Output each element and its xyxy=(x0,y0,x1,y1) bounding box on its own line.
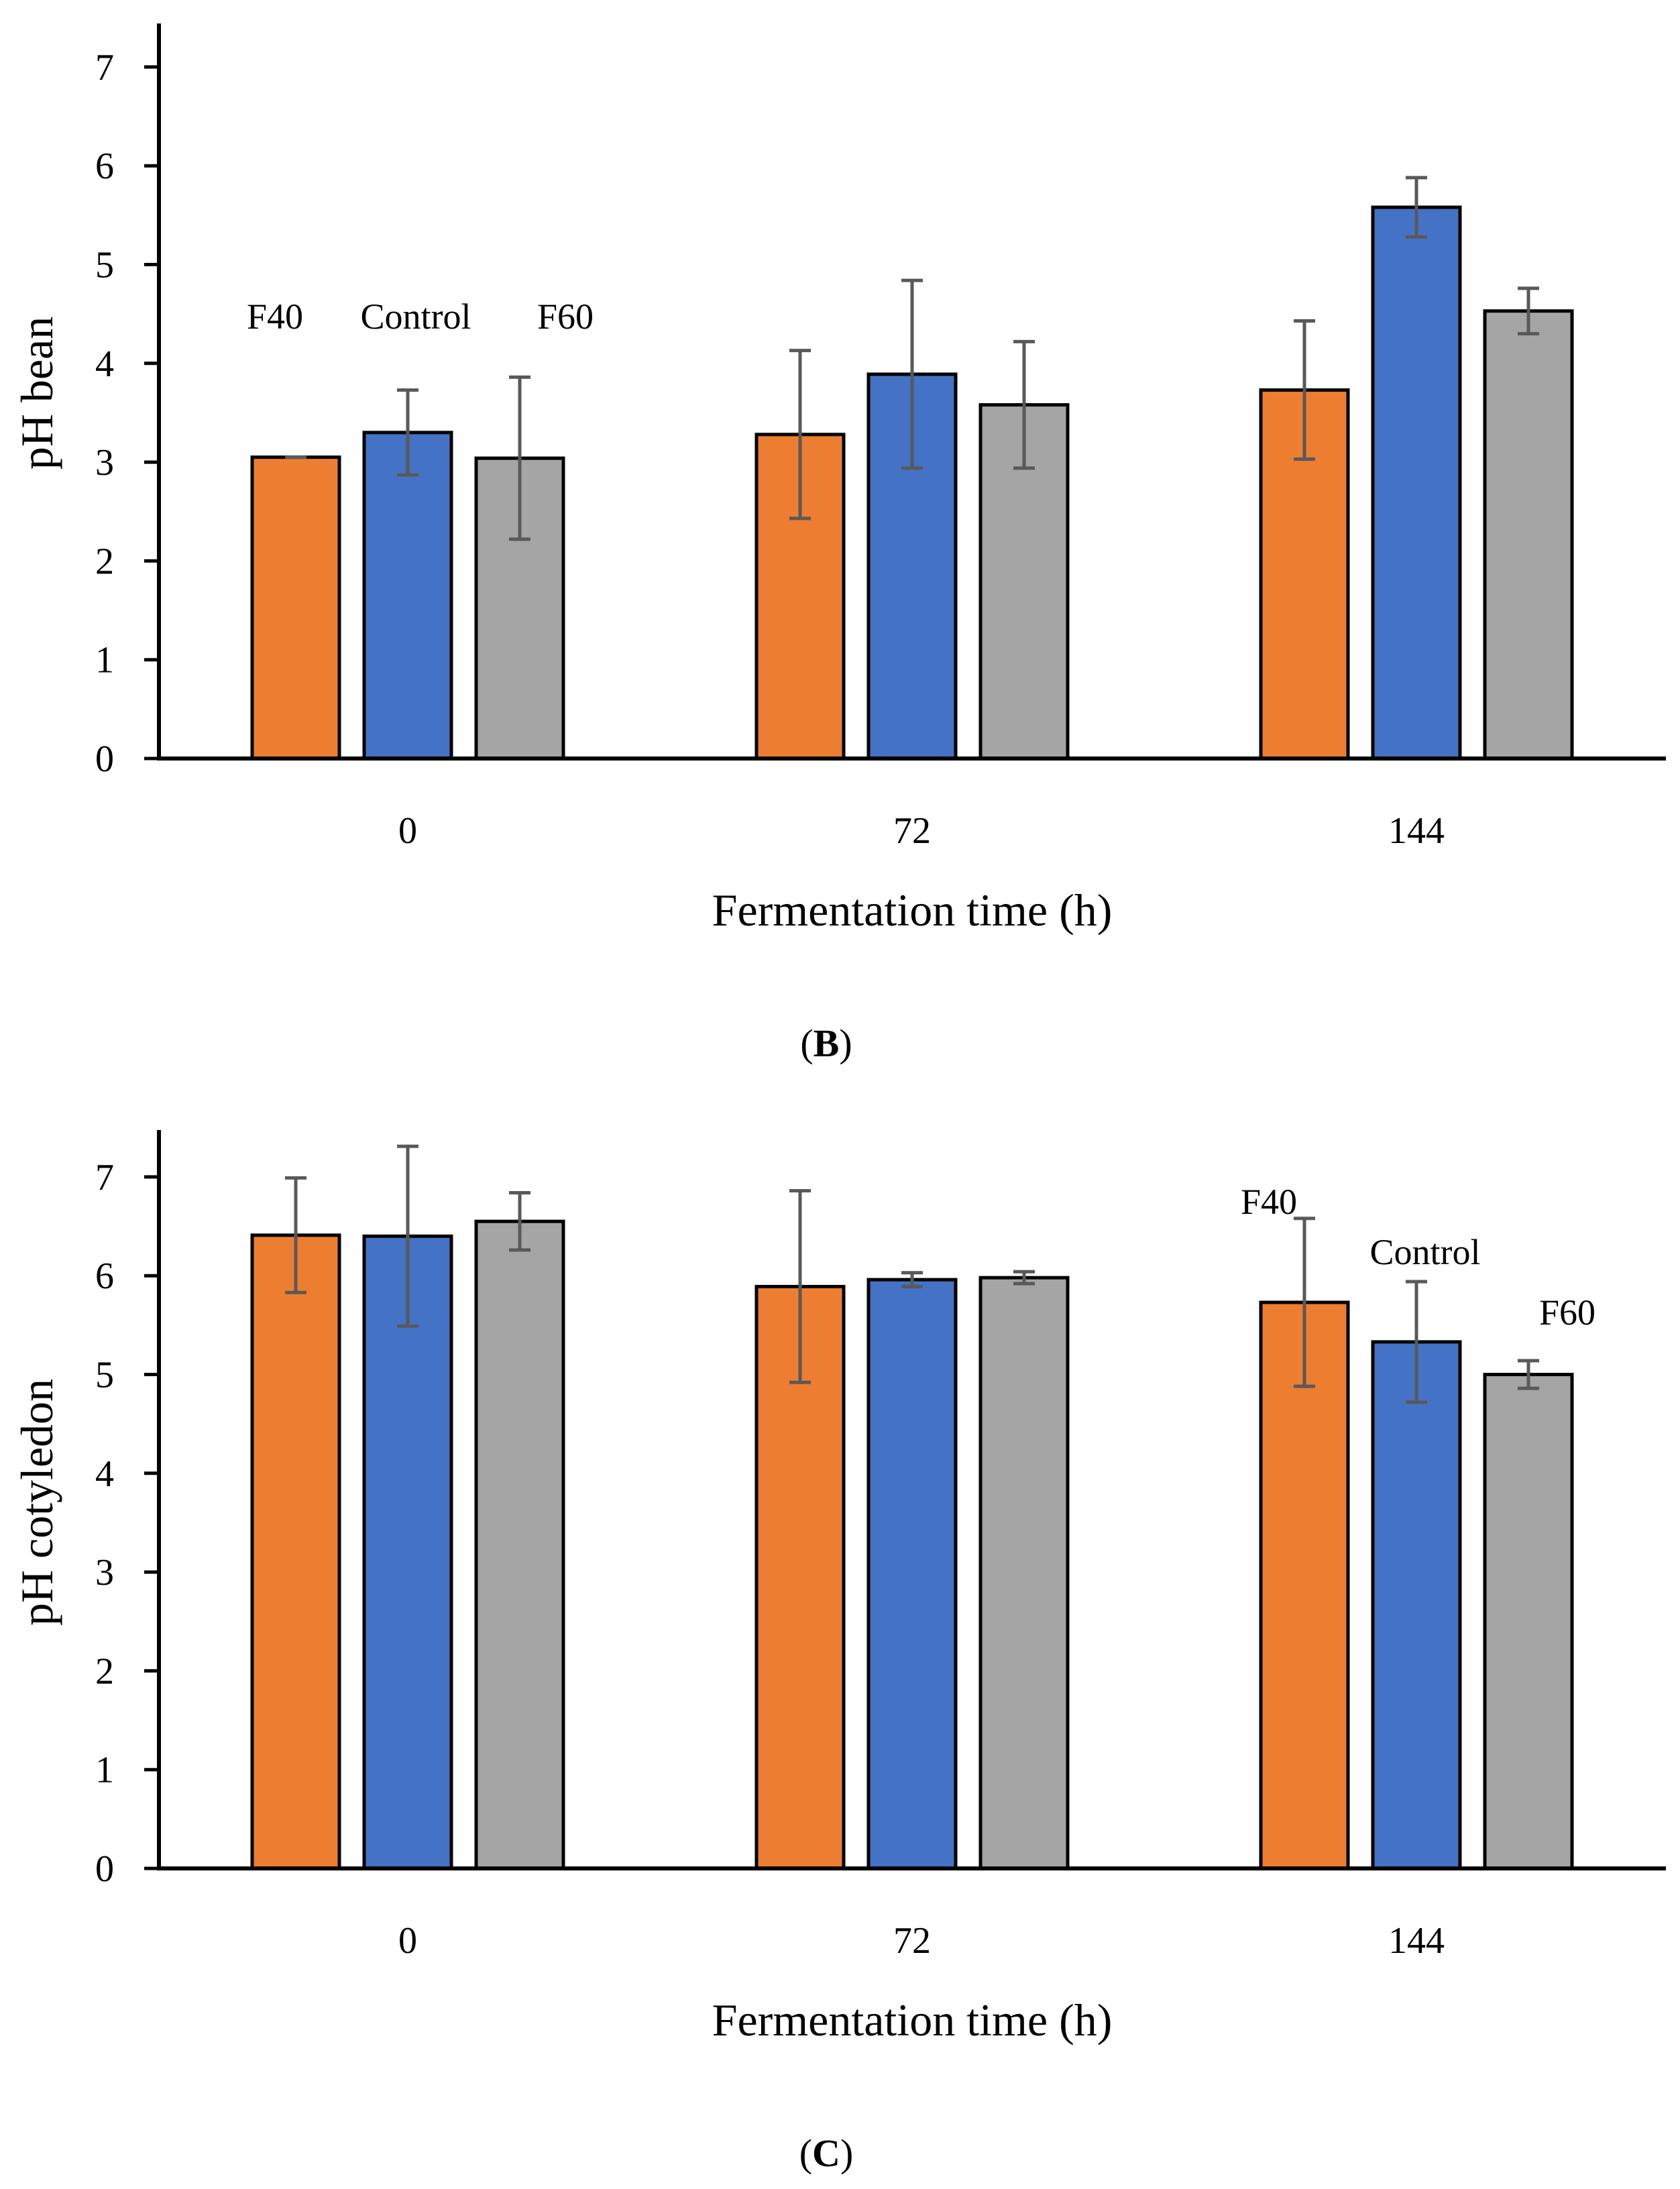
y-tick-label-c: 5 xyxy=(95,1355,114,1396)
y-tick-label-c: 7 xyxy=(95,1157,114,1198)
bar-f60-144h-b xyxy=(1483,309,1574,761)
bar-f40-144h-c xyxy=(1259,1300,1350,1870)
panel-letter-c: C xyxy=(812,2131,840,2175)
x-category-label-b: 72 xyxy=(893,810,931,852)
y-tick-label-b: 3 xyxy=(95,442,114,484)
bar-f40-0h-b xyxy=(250,455,341,761)
y-ticks-c: 0 1 2 3 4 5 6 7 xyxy=(95,1157,159,1890)
y-tick-label-b: 4 xyxy=(95,343,114,385)
x-category-label-b: 144 xyxy=(1388,810,1445,852)
x-axis-title-b: Fermentation time (h) xyxy=(712,885,1113,936)
x-category-label-b: 0 xyxy=(398,810,417,852)
bar-f40-0h-c xyxy=(250,1233,341,1870)
chart-panel-c: pH cotyledon 0 1 2 3 4 5 6 7 0 72 144 Fermentatio… xyxy=(11,1130,1666,2175)
panel-label-b: (B) xyxy=(800,1021,852,1065)
category-labels-b: 0 72 144 xyxy=(398,810,1445,852)
bar-f60-72h-c xyxy=(978,1276,1070,1870)
bars-c xyxy=(250,1219,1574,1870)
error-bar-f40-0h-c xyxy=(285,1176,306,1294)
error-bar-f60-0h-b xyxy=(509,375,530,541)
y-axis-title-b: pH bean xyxy=(11,317,62,469)
error-bars-c xyxy=(285,1144,1539,1404)
x-category-label-c: 0 xyxy=(398,1920,417,1962)
error-bar-f60-72h-c xyxy=(1013,1270,1035,1286)
error-bar-control-72h-c xyxy=(901,1271,923,1288)
error-bar-f40-72h-c xyxy=(789,1189,811,1384)
error-bar-f60-144h-c xyxy=(1518,1359,1539,1390)
y-ticks-b: 0 1 2 3 4 5 6 7 xyxy=(95,47,159,780)
error-bar-f60-72h-b xyxy=(1013,339,1035,470)
y-tick-label-c: 3 xyxy=(95,1552,114,1593)
bar-control-0h-c xyxy=(362,1234,453,1870)
y-tick-label-b: 0 xyxy=(95,738,114,780)
y-tick-label-b: 6 xyxy=(95,146,114,187)
bar-control-144h-b xyxy=(1371,205,1462,761)
y-tick-label-c: 0 xyxy=(95,1848,114,1890)
category-labels-c: 0 72 144 xyxy=(398,1920,1445,1962)
y-tick-label-c: 1 xyxy=(95,1750,114,1791)
bar-control-0h-b xyxy=(362,431,453,761)
bars-b xyxy=(250,205,1574,761)
y-tick-label-c: 4 xyxy=(95,1453,114,1495)
y-tick-label-b: 2 xyxy=(95,541,114,582)
error-bar-control-144h-b xyxy=(1406,176,1427,239)
annotation-f60-c: F60 xyxy=(1539,1292,1595,1333)
error-bar-f60-0h-c xyxy=(509,1190,530,1252)
bar-f60-0h-c xyxy=(474,1219,565,1870)
chart-panel-b: pH bean 0 1 2 3 4 5 6 7 0 72 144 Fermentation tim… xyxy=(11,23,1666,1065)
error-bar-control-144h-c xyxy=(1406,1280,1427,1404)
error-bar-control-0h-b xyxy=(397,388,418,477)
error-bar-f40-72h-b xyxy=(789,349,811,520)
annotation-f40-c: F40 xyxy=(1241,1182,1297,1222)
annotation-f60-b: F60 xyxy=(537,296,594,337)
y-tick-label-b: 5 xyxy=(95,245,114,286)
annotation-control-c: Control xyxy=(1369,1232,1480,1272)
error-bars-b xyxy=(285,176,1539,541)
annotation-control-b: Control xyxy=(360,296,471,337)
error-bar-control-72h-b xyxy=(901,278,923,470)
y-tick-label-b: 1 xyxy=(95,640,114,681)
y-tick-label-c: 2 xyxy=(95,1650,114,1692)
bar-control-144h-c xyxy=(1371,1340,1462,1870)
error-bar-control-0h-c xyxy=(397,1144,418,1328)
y-tick-label-b: 7 xyxy=(95,47,114,89)
x-category-label-c: 144 xyxy=(1388,1920,1445,1962)
x-category-label-c: 72 xyxy=(893,1920,931,1962)
error-bar-f40-144h-b xyxy=(1294,319,1315,461)
error-bar-f40-144h-c xyxy=(1294,1217,1315,1388)
x-axis-title-c: Fermentation time (h) xyxy=(712,1995,1113,2045)
bar-control-72h-c xyxy=(866,1278,958,1870)
y-axis-title-c: pH cotyledon xyxy=(11,1379,62,1626)
bar-f60-144h-c xyxy=(1483,1373,1574,1870)
panel-label-c: (C) xyxy=(799,2131,854,2175)
panel-letter-b: B xyxy=(814,1021,840,1065)
error-bar-f60-144h-b xyxy=(1518,286,1539,336)
annotation-f40-b: F40 xyxy=(247,296,303,337)
y-tick-label-c: 6 xyxy=(95,1255,114,1297)
